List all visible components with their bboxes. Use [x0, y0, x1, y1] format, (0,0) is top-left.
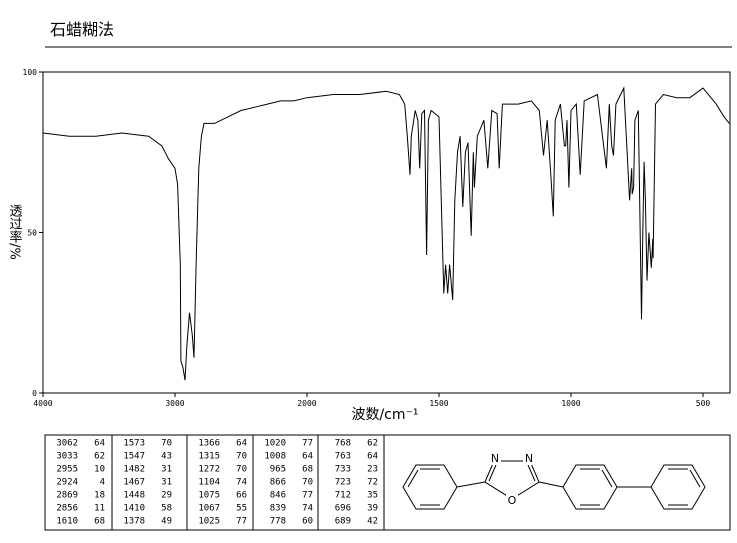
table-cell: 35	[367, 491, 378, 501]
table-cell: 64	[236, 439, 247, 449]
table-cell: 2924	[56, 478, 78, 488]
table-cell: 68	[94, 517, 105, 527]
title: 石蜡糊法	[50, 20, 114, 39]
table-cell: 72	[367, 478, 378, 488]
table-cell: 965	[270, 465, 286, 475]
table-cell: 696	[335, 504, 351, 514]
table-cell: 58	[161, 504, 172, 514]
table-cell: 70	[302, 478, 313, 488]
table-cell: 3062	[56, 439, 78, 449]
table-cell: 70	[236, 452, 247, 462]
table-cell: 10	[94, 465, 105, 475]
table-cell: 4	[100, 478, 105, 488]
atom-label: N	[491, 452, 499, 465]
table-cell: 64	[302, 452, 313, 462]
x-axis-label: 波数/cm⁻¹	[351, 407, 418, 423]
table-cell: 55	[236, 504, 247, 514]
table-cell: 839	[270, 504, 286, 514]
table-cell: 1467	[123, 478, 145, 488]
spectrum-line	[42, 86, 730, 381]
y-tick-label: 100	[23, 68, 38, 77]
x-tick-label: 500	[696, 399, 711, 408]
atom-label: N	[525, 452, 533, 465]
table-cell: 1067	[198, 504, 220, 514]
table-cell: 763	[335, 452, 351, 462]
plot-frame	[42, 71, 731, 394]
y-tick-label: 50	[27, 229, 37, 238]
table-cell: 77	[302, 439, 313, 449]
table-cell: 2869	[56, 491, 78, 501]
table-cell: 18	[94, 491, 105, 501]
x-tick-label: 2000	[297, 399, 316, 408]
table-cell: 723	[335, 478, 351, 488]
table-cell: 1410	[123, 504, 145, 514]
table-cell: 778	[270, 517, 286, 527]
table-cell: 1378	[123, 517, 145, 527]
table-cell: 846	[270, 491, 286, 501]
structure	[402, 460, 706, 510]
table-cell: 39	[367, 504, 378, 514]
table-cell: 43	[161, 452, 172, 462]
table-cell: 11	[94, 504, 105, 514]
table-cell: 62	[94, 452, 105, 462]
table-cell: 29	[161, 491, 172, 501]
table-cell: 1008	[264, 452, 286, 462]
x-tick-label: 1500	[429, 399, 448, 408]
table-cell: 1610	[56, 517, 78, 527]
table-cell: 1272	[198, 465, 220, 475]
x-tick-label: 3000	[165, 399, 184, 408]
table-cell: 1075	[198, 491, 220, 501]
table-cell: 70	[236, 465, 247, 475]
table-cell: 712	[335, 491, 351, 501]
table-cell: 70	[161, 439, 172, 449]
table-cell: 1104	[198, 478, 220, 488]
table-cell: 64	[94, 439, 105, 449]
x-tick-label: 4000	[33, 399, 52, 408]
table-cell: 1482	[123, 465, 145, 475]
table-cell: 1448	[123, 491, 145, 501]
table-cell: 733	[335, 465, 351, 475]
table-cell: 768	[335, 439, 351, 449]
table-cell: 77	[302, 491, 313, 501]
table-cell: 1315	[198, 452, 220, 462]
table-cell: 62	[367, 439, 378, 449]
table-cell: 1573	[123, 439, 145, 449]
y-tick-label: 0	[32, 389, 37, 398]
table-cell: 2955	[56, 465, 78, 475]
table-cell: 49	[161, 517, 172, 527]
table-cell: 74	[302, 504, 313, 514]
table-cell: 23	[367, 465, 378, 475]
table-cell: 689	[335, 517, 351, 527]
table-cell: 1025	[198, 517, 220, 527]
table-cell: 68	[302, 465, 313, 475]
table-cell: 74	[236, 478, 247, 488]
table-cell: 3033	[56, 452, 78, 462]
table-cell: 60	[302, 517, 313, 527]
table-cell: 866	[270, 478, 286, 488]
atom-label: O	[508, 494, 517, 507]
table-cell: 1547	[123, 452, 145, 462]
table-cell: 42	[367, 517, 378, 527]
table-cell: 31	[161, 478, 172, 488]
table-cell: 77	[236, 517, 247, 527]
table-cell: 64	[367, 452, 378, 462]
y-axis-label: 透过率/%	[7, 204, 23, 260]
table-cell: 31	[161, 465, 172, 475]
table-cell: 1020	[264, 439, 286, 449]
x-tick-label: 1000	[561, 399, 580, 408]
table-cell: 2856	[56, 504, 78, 514]
table-cell: 66	[236, 491, 247, 501]
peak-table	[44, 434, 731, 531]
table-cell: 1366	[198, 439, 220, 449]
